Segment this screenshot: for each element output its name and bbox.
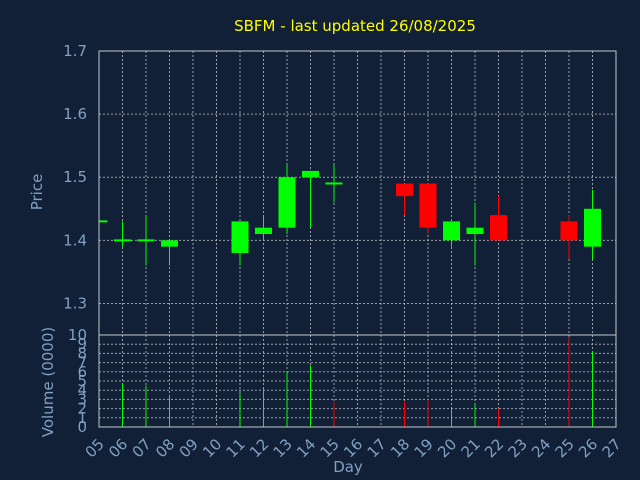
x-tick-label: 26 — [575, 435, 601, 461]
x-tick-label: 13 — [270, 435, 296, 461]
candle-body — [419, 183, 437, 228]
candle-body — [302, 170, 319, 178]
price-tick-label: 1.7 — [63, 42, 87, 60]
volume-axis-label: Volume (0000) — [39, 327, 57, 437]
candle-body — [255, 227, 272, 235]
volume-tick-label: 6 — [77, 363, 87, 381]
x-tick-label: 24 — [528, 435, 554, 461]
x-tick-label: 05 — [82, 435, 108, 461]
x-tick-label: 18 — [387, 435, 413, 461]
price-tick-label: 1.6 — [63, 105, 87, 123]
x-tick-label: 23 — [505, 435, 531, 461]
x-tick-label: 25 — [552, 435, 578, 461]
price-tick-label: 1.5 — [63, 168, 87, 186]
candlestick-series — [99, 164, 601, 266]
volume-tick-label: 3 — [77, 390, 87, 408]
price-tick-labels: 1.3 1.4 1.5 1.6 1.7 — [63, 42, 87, 312]
x-tick-label: 19 — [411, 435, 437, 461]
volume-tick-label: 10 — [68, 326, 87, 344]
x-tick-label: 10 — [199, 435, 225, 461]
volume-tick-label: 2 — [77, 400, 87, 418]
candle-body — [584, 208, 601, 247]
price-axis-label: Price — [28, 174, 46, 211]
candle-body — [231, 221, 249, 253]
candle-body — [490, 215, 507, 241]
x-tick-label: 20 — [434, 435, 460, 461]
price-tick-label: 1.3 — [63, 294, 87, 312]
x-tick-label: 08 — [152, 435, 178, 461]
volume-tick-label: 7 — [77, 354, 87, 372]
candle-body — [161, 240, 178, 247]
candle-body — [396, 183, 413, 197]
x-tick-label: 06 — [105, 435, 131, 461]
price-gridlines — [99, 50, 616, 335]
volume-tick-label: 4 — [77, 381, 87, 399]
x-tick-label: 17 — [364, 435, 390, 461]
price-tick-label: 1.4 — [63, 231, 87, 249]
candle-body — [278, 177, 296, 228]
volume-tick-label: 9 — [77, 335, 87, 353]
x-tick-label: 27 — [599, 435, 625, 461]
x-tick-label: 07 — [129, 435, 155, 461]
x-tick-label: 21 — [458, 435, 484, 461]
candle-body — [560, 221, 578, 241]
x-tick-label: 11 — [223, 435, 249, 461]
volume-tick-label: 1 — [77, 409, 87, 427]
x-tick-label: 09 — [176, 435, 202, 461]
x-axis-label: Day — [333, 458, 363, 476]
chart-title: SBFM - last updated 26/08/2025 — [234, 17, 476, 35]
candle-body — [443, 221, 460, 241]
x-tick-label: 22 — [481, 435, 507, 461]
x-tick-labels: 0506070809101112131415161718192021222324… — [82, 435, 625, 461]
volume-tick-label: 0 — [77, 418, 87, 436]
candle-body — [466, 227, 484, 235]
volume-tick-label: 8 — [77, 344, 87, 362]
x-tick-label: 12 — [246, 435, 272, 461]
volume-plot-frame — [98, 334, 617, 428]
volume-series — [122, 336, 593, 427]
volume-tick-label: 5 — [77, 372, 87, 390]
x-tick-label: 14 — [293, 435, 319, 461]
volume-gridlines — [99, 334, 616, 428]
